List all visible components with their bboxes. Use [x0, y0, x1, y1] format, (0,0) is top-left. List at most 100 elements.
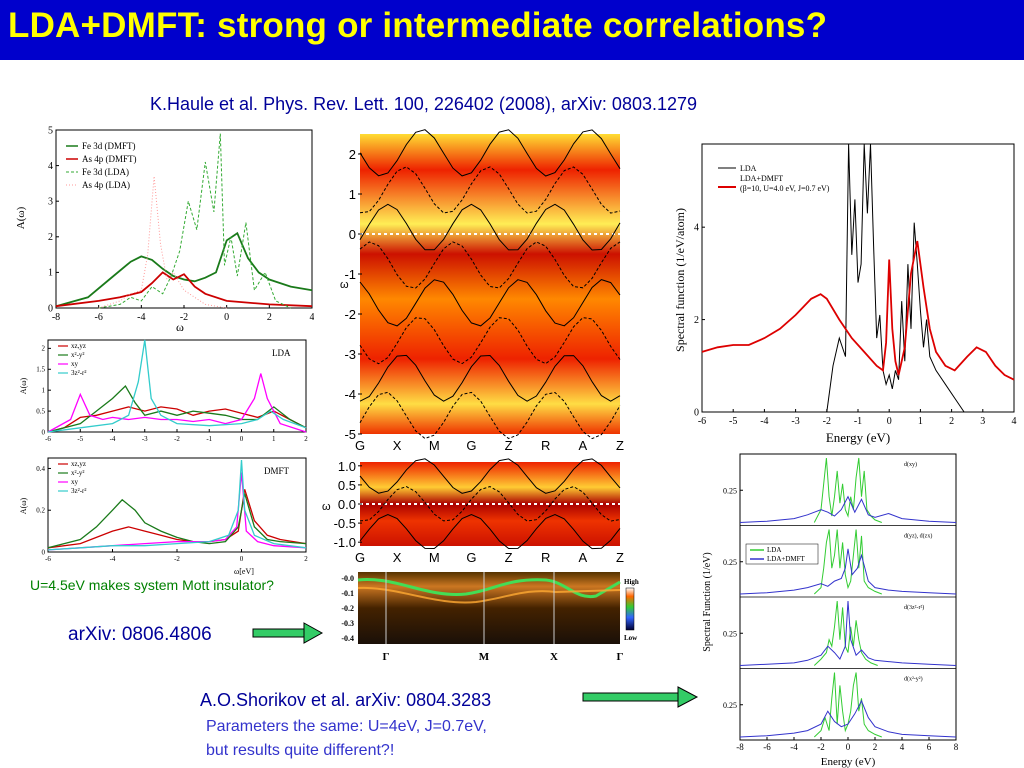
arpes-band: [357, 586, 621, 604]
dmft-orbital-chart: -6 -4 -2 0 2 0 0.2 0.4 DMFT xz,yz x²-y² xy 3z²-…: [19, 457, 308, 576]
y-tick-label: -0.0: [341, 574, 354, 583]
k-point-label: G: [355, 550, 365, 564]
legend: Fe 3d (DMFT) As 4p (DMFT) Fe 3d (LDA) As…: [66, 141, 137, 190]
x-tick-label: -8: [736, 742, 744, 752]
x-tick-label: -2: [174, 435, 180, 443]
x-tick-label: -5: [729, 416, 737, 427]
k-point-label: X: [550, 651, 558, 663]
y-tick-label: 0.25: [723, 629, 737, 638]
x-tick-label: -1: [206, 435, 212, 443]
y-tick-label: 0: [694, 407, 699, 418]
x-tick-label: -4: [137, 312, 145, 323]
series-line-lda-dmft: [739, 699, 957, 738]
x-tick-label: 1: [918, 416, 923, 427]
k-point-label: Γ: [617, 651, 624, 663]
k-point-label: M: [429, 550, 440, 564]
series-line-lda-dmft: [739, 495, 957, 523]
x-axis-label: ω: [176, 320, 184, 334]
legend-label: 3z²-r²: [71, 369, 86, 377]
band-line: [359, 279, 621, 327]
legend-label: As 4p (DMFT): [82, 154, 137, 164]
legend-label: Fe 3d (DMFT): [82, 141, 136, 151]
title-bar: LDA+DMFT: strong or intermediate correla…: [0, 0, 1024, 60]
colorbar-low: Low: [624, 634, 638, 642]
k-point-label: A: [579, 438, 588, 453]
subpanel-label: d(yz), d(zx): [904, 533, 932, 540]
spectral-panel: -6 -5 -4 -3 -2 -1 0 1 2 3 4 0 2 4 LDA LDA+DMFT (β=10,…: [672, 140, 1018, 446]
y-tick-label: -0.5: [334, 516, 356, 531]
y-tick-label: -2: [344, 307, 356, 322]
y-tick-label: -1: [344, 267, 356, 282]
arrow-right-icon: [582, 686, 699, 708]
x-tick-label: 2: [304, 555, 308, 563]
series-line-fe-3d-dmft-: [55, 231, 313, 308]
y-tick-label: -0.3: [341, 619, 354, 628]
subpanel-label: d(x²-y²): [904, 676, 923, 683]
legend-label: xz,yz: [71, 342, 86, 350]
band-lines: [359, 458, 621, 550]
y-tick-label: 1: [349, 187, 356, 202]
k-point-label: G: [466, 550, 476, 564]
arpes-panel: High Low -0.0 -0.1 -0.2 -0.3 -0.4 Γ M X Γ: [326, 568, 650, 668]
x-tick-label: -5: [77, 435, 83, 443]
lda-orbital-panel: -6 -5 -4 -3 -2 -1 0 1 2 0 0.5 1 1.5 2 LDA xz,yz x²-y²…: [14, 334, 310, 444]
x-tick-label: 0: [224, 312, 229, 323]
y-tick-label: 2: [694, 315, 699, 326]
x-tick-label: 0: [887, 416, 892, 427]
legend-label: LDA+DMFT: [767, 555, 806, 563]
band-heatmap-zoom-panel: 1.0 0.5 0.0 -0.5 -1.0 ω G X M G Z R A Z: [318, 458, 638, 564]
x-tick-label: -4: [760, 416, 768, 427]
y-axis-label: A(ω): [19, 497, 28, 514]
y-tick-label: -4: [344, 387, 356, 402]
y-tick-label: -3: [344, 347, 356, 362]
panel-label: DMFT: [264, 466, 290, 476]
band-line: [359, 166, 621, 214]
x-tick-label: -4: [110, 555, 116, 563]
legend-label: x²-y²: [71, 469, 85, 477]
slide-title: LDA+DMFT: strong or intermediate correla…: [8, 6, 828, 45]
subpanel-label: d(3z²-r²): [904, 604, 924, 611]
x-tick-label: -6: [94, 312, 102, 323]
band-line: [359, 317, 621, 365]
legend: xz,yz x²-y² xy 3z²-r²: [58, 342, 86, 377]
band-line: [359, 513, 621, 550]
y-tick-label: 4: [48, 161, 53, 172]
y-tick-label: 2: [349, 147, 356, 162]
series-line-lda: [813, 529, 882, 595]
arrow-to-shorikov-plot: [582, 686, 700, 708]
legend-label: x²-y²: [71, 351, 85, 359]
x-tick-label: -4: [110, 435, 116, 443]
y-axis-label: Spectral function (1/eV/atom): [673, 208, 687, 352]
band-line: [359, 129, 621, 177]
legend: LDA LDA+DMFT (β=10, U=4.0 eV, J=0.7 eV): [718, 164, 830, 193]
k-point-label: Z: [505, 438, 513, 453]
y-axis-label: A(ω): [15, 206, 27, 229]
band-line: [359, 354, 621, 402]
band-line: [359, 458, 621, 494]
legend-label: xy: [71, 360, 79, 368]
x-tick-label: -3: [791, 416, 799, 427]
y-tick-label: 2: [48, 232, 53, 243]
y-axis-label: Spectral Function (1/eV): [702, 552, 713, 651]
x-tick-label: 0: [846, 742, 851, 752]
spectral-chart: -6 -5 -4 -3 -2 -1 0 1 2 3 4 0 2 4 LDA LDA+DMFT (β=10,…: [673, 143, 1017, 445]
x-axis-label: Energy (eV): [826, 430, 890, 445]
arrow-right-icon: [252, 622, 324, 644]
x-tick-label: 6: [927, 742, 932, 752]
citation: K.Haule et al. Phys. Rev. Lett. 100, 226…: [150, 94, 698, 114]
lda-orbital-chart: -6 -5 -4 -3 -2 -1 0 1 2 0 0.5 1 1.5 2 LDA xz,yz x²-y²…: [19, 339, 308, 443]
x-tick-label: 4: [900, 742, 905, 752]
band-line: [359, 391, 621, 440]
series-line-lda-dmft: [739, 600, 957, 666]
legend: LDA LDA+DMFT: [745, 543, 819, 565]
k-point-label: Z: [616, 550, 624, 564]
band-heatmap: 2 1 0 -1 -2 -3 -4 -5 ω G X M G Z R A Z: [340, 129, 624, 453]
dos-panel: -8 -6 -4 -2 0 2 4 0 1 2 3 4 5 Fe 3d (DMFT) As 4p (DM…: [14, 122, 314, 334]
band-heatmap-panel: 2 1 0 -1 -2 -3 -4 -5 ω G X M G Z R A Z: [318, 128, 638, 458]
series-line-as-4p-dmft-: [55, 271, 313, 308]
legend-label: xy: [71, 478, 79, 486]
subpanel-label: d(xy): [904, 461, 917, 468]
mott-insulator-note: U=4.5eV makes system Mott insulator?: [30, 577, 274, 593]
x-tick-label: -3: [142, 435, 148, 443]
y-tick-label: 0.25: [723, 701, 737, 710]
